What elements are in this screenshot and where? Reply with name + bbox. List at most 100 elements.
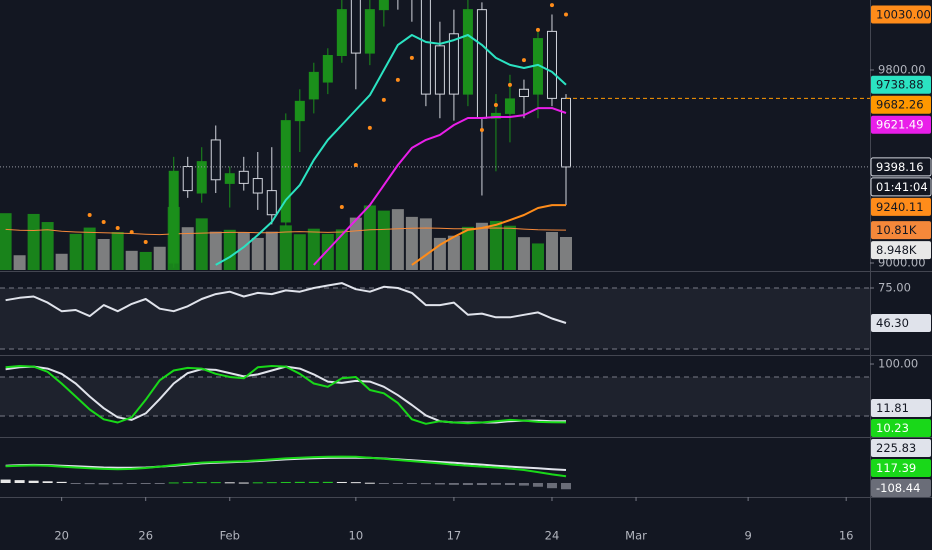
histogram-bar: [448, 483, 459, 485]
volume-bar: [363, 205, 376, 270]
x-tick-label: 24: [545, 529, 560, 543]
histogram-bar: [42, 481, 53, 484]
macd-pane: [0, 455, 571, 490]
sar-dot: [563, 12, 568, 17]
volume-bar: [181, 227, 194, 270]
volume-bar: [307, 228, 320, 270]
band-fill: [0, 287, 870, 350]
volume-bar: [125, 250, 138, 270]
volume-bar: [0, 213, 12, 270]
sar-dot: [101, 219, 106, 224]
histogram-bar: [224, 482, 235, 484]
candle-body: [560, 97, 571, 168]
volume-bar: [139, 251, 152, 270]
x-tick-label: 9: [744, 529, 751, 543]
countdown-bg: [870, 177, 932, 197]
candle-body: [266, 190, 277, 216]
price-label-bg: [871, 241, 931, 260]
candle-body: [224, 173, 235, 184]
price-label-bg: [871, 75, 931, 94]
price-label-bg: [871, 439, 931, 457]
histogram-bar: [560, 483, 571, 490]
volume-bar: [27, 213, 40, 270]
volume-bar: [13, 255, 26, 270]
price-label-bg: [871, 5, 931, 24]
volume-bar: [489, 220, 502, 270]
price-label-bg: [871, 221, 931, 240]
candle-body: [476, 9, 487, 119]
price-pane: [0, 0, 870, 268]
histogram-bar: [462, 483, 473, 486]
volume-bar: [251, 237, 264, 270]
histogram-bar: [350, 482, 361, 484]
sar-dot: [507, 82, 512, 87]
price-label: 9398.16: [876, 160, 924, 174]
price-label: 8.948K: [876, 243, 917, 257]
candle-body: [434, 45, 445, 95]
candle-body: [294, 100, 305, 122]
band-fill: [0, 377, 870, 417]
price-label-bg: [871, 399, 931, 417]
candle-body: [182, 165, 193, 192]
volume-bar: [279, 225, 292, 270]
price-label-bg: [871, 197, 931, 216]
x-tick-label: 20: [54, 529, 69, 543]
price-label: 10030.00: [876, 7, 931, 21]
candle-body: [336, 9, 347, 56]
x-tick-label: Mar: [625, 529, 647, 543]
histogram-bar: [294, 481, 305, 484]
price-label: 11.81: [876, 401, 909, 415]
histogram-bar: [266, 482, 277, 484]
histogram-bar: [308, 481, 319, 484]
histogram-bar: [420, 483, 431, 485]
price-label-bg: [871, 459, 931, 477]
candle-body: [378, 0, 389, 11]
price-label: 225.83: [876, 441, 916, 455]
indicator-line: [313, 107, 567, 266]
price-label: 10.23: [876, 421, 909, 435]
volume-bar: [405, 216, 418, 270]
sar-dot: [87, 212, 92, 217]
indicator-line: [411, 204, 566, 266]
price-label-bg: [871, 314, 931, 333]
histogram-bar: [28, 480, 39, 484]
volume-bar: [517, 237, 530, 270]
volume-bar: [237, 232, 250, 270]
histogram-bar: [252, 482, 263, 484]
candle-body: [280, 120, 291, 223]
volume-bar: [377, 210, 390, 270]
sar-dot: [115, 226, 120, 231]
y-tick-label: 75.00: [878, 280, 911, 294]
candle-body: [448, 33, 459, 95]
histogram-bar: [0, 479, 11, 484]
y-tick-label: 9800.00: [878, 62, 926, 76]
indicator-line: [5, 455, 567, 478]
sar-dot: [339, 205, 344, 210]
histogram-bar: [84, 483, 95, 485]
price-label-bg: [871, 115, 931, 134]
candle-body: [308, 71, 319, 100]
histogram-bar: [140, 483, 151, 485]
histogram-bar: [378, 483, 389, 485]
histogram-bar: [280, 481, 291, 484]
histogram-bar: [392, 483, 403, 485]
volume-pane: [0, 205, 572, 270]
candle-body: [350, 0, 361, 54]
histogram-bar: [196, 482, 207, 484]
volume-bar: [83, 227, 96, 270]
volume-bar: [447, 235, 460, 270]
stoch-pane: [0, 365, 870, 425]
volume-bar: [531, 243, 544, 270]
candle-body: [252, 178, 263, 194]
volume-bar: [69, 233, 82, 270]
candle-body: [238, 170, 249, 184]
volume-bar: [545, 232, 558, 270]
volume-bar: [391, 209, 404, 270]
candle-body: [322, 54, 333, 83]
volume-bar: [97, 239, 110, 270]
candle-body: [420, 0, 431, 95]
volume-bar: [293, 234, 306, 270]
